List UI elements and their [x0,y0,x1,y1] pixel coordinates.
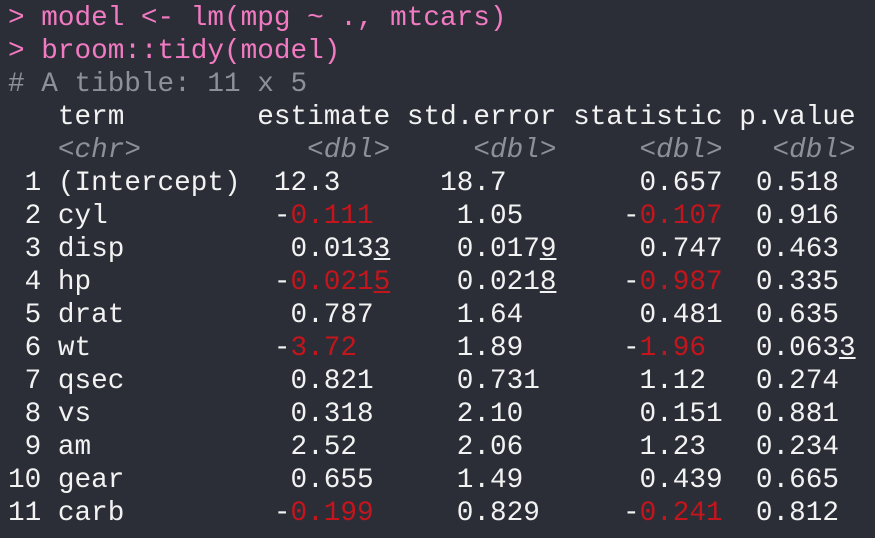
value-cell: -0.241 [622,498,723,529]
column-header: statistic [573,102,723,133]
value-cell: 0.829 [456,498,540,529]
value-cell: 0.821 [290,366,374,397]
value-cell: 0.518 [755,168,839,199]
value-cell: 0.881 [755,399,839,430]
value-cell: 1.64 [456,300,524,331]
row-index: 9 [24,432,42,463]
value-cell: 0.812 [755,498,839,529]
row-index: 7 [24,366,42,397]
value-cell: 1.49 [456,465,524,496]
term-cell: am [57,432,92,463]
column-header: p.value [739,102,856,133]
value-cell: 0.274 [755,366,839,397]
value-cell: -0.987 [622,267,723,298]
term-cell: (Intercept) [57,168,241,199]
term-cell: cyl [57,201,108,232]
value-cell: 1.05 [456,201,524,232]
column-header: std.error [406,102,557,133]
row-index: 10 [8,465,42,496]
value-cell: 0.0179 [456,234,557,265]
value-cell: 1.12 [639,366,707,397]
value-cell: 0.481 [639,300,723,331]
column-type: <dbl> [307,135,391,166]
column-header: term [57,102,125,133]
tibble-description: # A tibble: 11 x 5 [8,69,308,100]
row-index: 4 [24,267,42,298]
row-index: 3 [24,234,42,265]
value-cell: -0.107 [622,201,723,232]
value-cell: 0.463 [755,234,839,265]
value-cell: 2.52 [290,432,357,463]
term-cell: hp [57,267,92,298]
value-cell: 0.916 [755,201,839,232]
row-index: 6 [24,333,42,364]
column-type: <dbl> [772,135,856,166]
term-cell: carb [57,498,125,529]
value-cell: 0.665 [755,465,839,496]
value-cell: 0.0133 [290,234,391,265]
term-cell: qsec [57,366,125,397]
term-cell: gear [57,465,125,496]
value-cell: 0.318 [290,399,374,430]
value-cell: 0.0633 [755,333,856,364]
column-header: estimate [257,102,391,133]
row-index: 5 [24,300,42,331]
value-cell: 0.655 [290,465,374,496]
row-index: 11 [8,498,42,529]
value-cell: 0.635 [755,300,839,331]
row-index: 2 [24,201,42,232]
value-cell: -3.72 [273,333,357,364]
column-type: <dbl> [473,135,557,166]
value-cell: 0.657 [639,168,723,199]
value-cell: 12.3 [273,168,341,199]
value-cell: -0.111 [273,201,374,232]
column-type: <chr> [57,135,141,166]
term-cell: wt [57,333,92,364]
term-cell: vs [57,399,92,430]
value-cell: 0.731 [456,366,540,397]
value-cell: 0.0218 [456,267,557,298]
value-cell: 0.439 [639,465,723,496]
value-cell: -0.0215 [273,267,391,298]
value-cell: -0.199 [273,498,374,529]
value-cell: 2.10 [456,399,524,430]
row-index: 8 [24,399,42,430]
term-cell: disp [57,234,125,265]
value-cell: 0.335 [755,267,839,298]
value-cell: 18.7 [440,168,507,199]
column-type: <dbl> [639,135,723,166]
value-cell: 1.89 [456,333,524,364]
command-line: > model <- lm(mpg ~ ., mtcars) [8,3,507,34]
value-cell: 0.747 [639,234,723,265]
row-index: 1 [24,168,42,199]
command-line: > broom::tidy(model) [8,36,341,67]
value-cell: 2.06 [456,432,524,463]
value-cell: 0.151 [639,399,723,430]
value-cell: -1.96 [622,333,707,364]
value-cell: 1.23 [639,432,707,463]
value-cell: 0.787 [290,300,374,331]
value-cell: 0.234 [755,432,839,463]
term-cell: drat [57,300,125,331]
